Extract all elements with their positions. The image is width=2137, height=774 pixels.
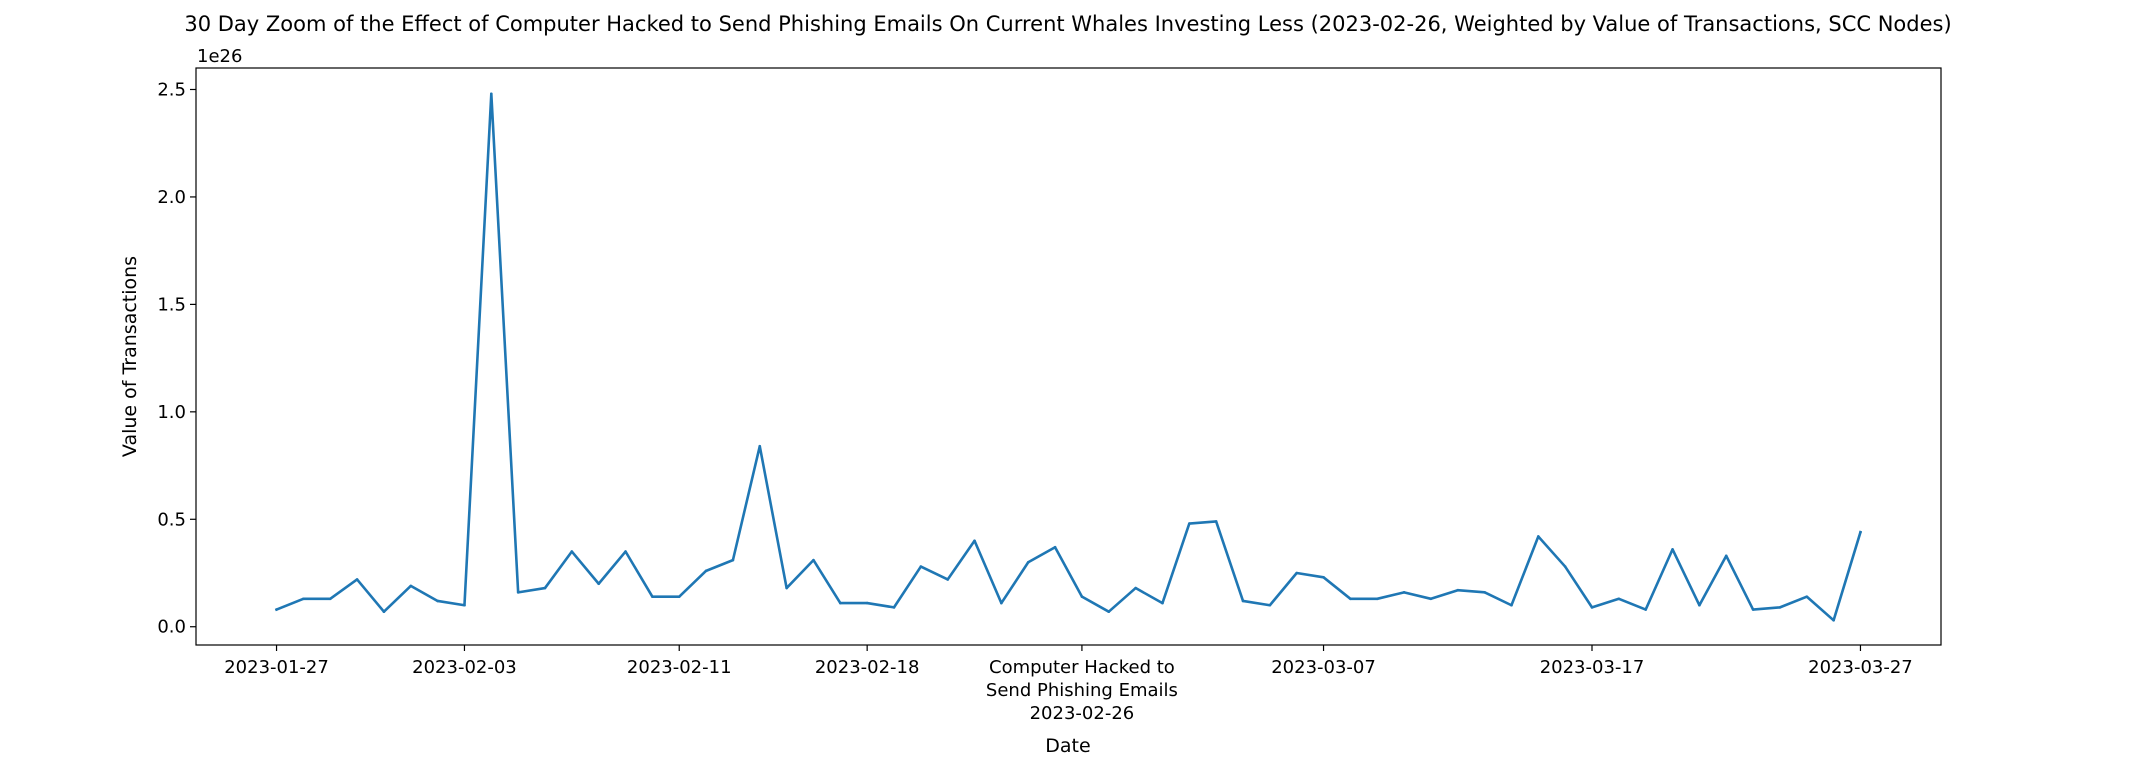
data-point xyxy=(1053,545,1057,549)
y-tick-label: 1.5 xyxy=(157,294,186,315)
data-point xyxy=(1188,522,1191,525)
data-point xyxy=(1537,535,1540,538)
x-tick-label: 2023-02-03 xyxy=(412,657,517,678)
data-point xyxy=(382,610,386,613)
data-point xyxy=(1322,576,1325,579)
y-axis-offset-label: 1e26 xyxy=(197,46,242,67)
data-point xyxy=(1268,603,1272,607)
data-point xyxy=(1805,595,1809,598)
data-point xyxy=(651,595,654,598)
data-point xyxy=(892,606,896,609)
data-point xyxy=(597,582,600,586)
data-point xyxy=(624,550,627,553)
data-point xyxy=(785,586,788,590)
data-point xyxy=(1698,603,1701,607)
y-axis-label: Value of Transactions xyxy=(119,256,141,457)
x-tick-label: 2023-01-27 xyxy=(224,657,329,678)
series-line xyxy=(274,92,1863,622)
data-point xyxy=(355,578,359,581)
plot-area: 0.0 0.5 1.0 1.5 2.0 2.5 2023-01-27 2023-02-03 20… xyxy=(157,79,1912,724)
data-point xyxy=(1590,606,1594,609)
data-point xyxy=(409,584,413,588)
data-point xyxy=(490,92,493,96)
y-tick-label: 0.5 xyxy=(157,509,186,530)
data-point xyxy=(1724,554,1728,558)
data-point xyxy=(328,597,332,601)
data-point xyxy=(1375,597,1379,601)
axes-frame xyxy=(195,67,1942,646)
data-point xyxy=(1241,599,1245,603)
data-point xyxy=(463,603,466,607)
data-point xyxy=(677,595,681,598)
data-point xyxy=(1214,520,1218,523)
data-point xyxy=(839,601,842,605)
data-point xyxy=(275,608,278,611)
data-point xyxy=(1456,588,1460,592)
data-point xyxy=(1349,597,1352,601)
data-point xyxy=(812,558,815,562)
data-point xyxy=(1510,603,1513,607)
data-point xyxy=(865,601,869,605)
data-point xyxy=(570,550,574,553)
x-tick-label: 2023-03-27 xyxy=(1808,657,1913,678)
data-point xyxy=(1751,608,1755,611)
data-point xyxy=(946,578,949,581)
data-point xyxy=(1295,571,1298,575)
data-point xyxy=(1161,601,1164,605)
data-point xyxy=(1859,530,1862,534)
x-tick-label: 2023-02-18 xyxy=(815,657,920,678)
data-point xyxy=(1778,606,1782,609)
data-point xyxy=(1832,618,1835,622)
data-point xyxy=(1617,597,1621,601)
data-point xyxy=(1402,591,1406,594)
data-point xyxy=(731,558,735,562)
x-tick-label: 2023-03-17 xyxy=(1540,657,1645,678)
data-point xyxy=(1671,548,1674,551)
x-tick-label: 2023-02-26 xyxy=(1030,703,1135,724)
data-point xyxy=(436,599,439,603)
x-tick-label: 2023-02-11 xyxy=(627,657,732,678)
y-tick-label: 2.5 xyxy=(157,79,186,100)
y-tick-label: 1.0 xyxy=(157,402,186,423)
x-axis-label: Date xyxy=(1045,735,1090,757)
chart-title: 30 Day Zoom of the Effect of Computer Ha… xyxy=(184,12,1951,36)
data-point xyxy=(1563,565,1567,568)
x-tick-label: Send Phishing Emails xyxy=(986,680,1178,701)
data-point xyxy=(1026,560,1030,564)
data-point xyxy=(1080,595,1084,598)
data-point xyxy=(919,565,923,568)
data-point xyxy=(1134,586,1137,590)
data-point xyxy=(302,597,305,601)
data-point xyxy=(1107,610,1111,613)
x-tick-label: 2023-03-07 xyxy=(1271,657,1376,678)
data-point xyxy=(543,586,547,590)
y-tick-label: 0.0 xyxy=(157,617,186,638)
y-tick-label: 2.0 xyxy=(157,187,186,208)
data-point xyxy=(973,539,976,543)
data-point xyxy=(704,569,708,573)
data-point xyxy=(758,444,762,448)
x-tick-label: Computer Hacked to xyxy=(989,657,1175,678)
data-point xyxy=(1429,597,1433,601)
data-point xyxy=(1644,608,1647,611)
data-point xyxy=(1483,591,1486,594)
data-point xyxy=(1000,601,1003,605)
data-point xyxy=(516,591,520,594)
